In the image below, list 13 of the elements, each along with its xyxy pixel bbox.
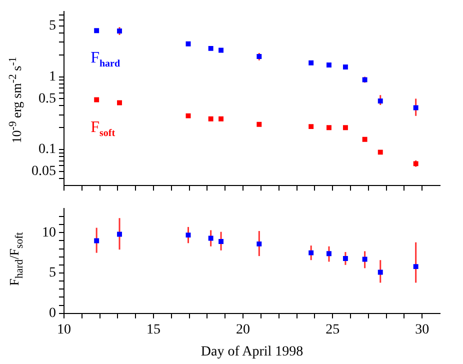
y-tick-label: 5 bbox=[49, 266, 56, 281]
x-tick-label: 15 bbox=[146, 322, 161, 338]
x-tick-label: 30 bbox=[415, 322, 430, 338]
y-tick-label: 0.5 bbox=[38, 91, 56, 106]
y-tick-label: 5 bbox=[49, 18, 56, 34]
y-tick-label: 1 bbox=[49, 69, 56, 84]
y-tick-label: 0.05 bbox=[32, 164, 56, 180]
y-tick-label: 0.1 bbox=[38, 142, 56, 158]
x-tick-label: 25 bbox=[326, 322, 340, 338]
x-axis-title: Day of April 1998 bbox=[200, 344, 304, 360]
y-tick-label: 10 bbox=[42, 225, 56, 240]
x-tick-label: 20 bbox=[236, 322, 250, 338]
y-tick-label: 0 bbox=[49, 306, 56, 322]
